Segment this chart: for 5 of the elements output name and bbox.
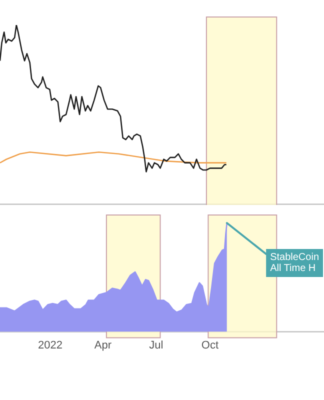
x-tick-label: Jul <box>149 339 164 352</box>
x-tick-label: Apr <box>94 339 112 352</box>
x-tick-label: Oct <box>201 339 219 352</box>
x-tick-label: 2022 <box>38 339 63 352</box>
annotation: StableCoin All Time H <box>270 252 319 274</box>
